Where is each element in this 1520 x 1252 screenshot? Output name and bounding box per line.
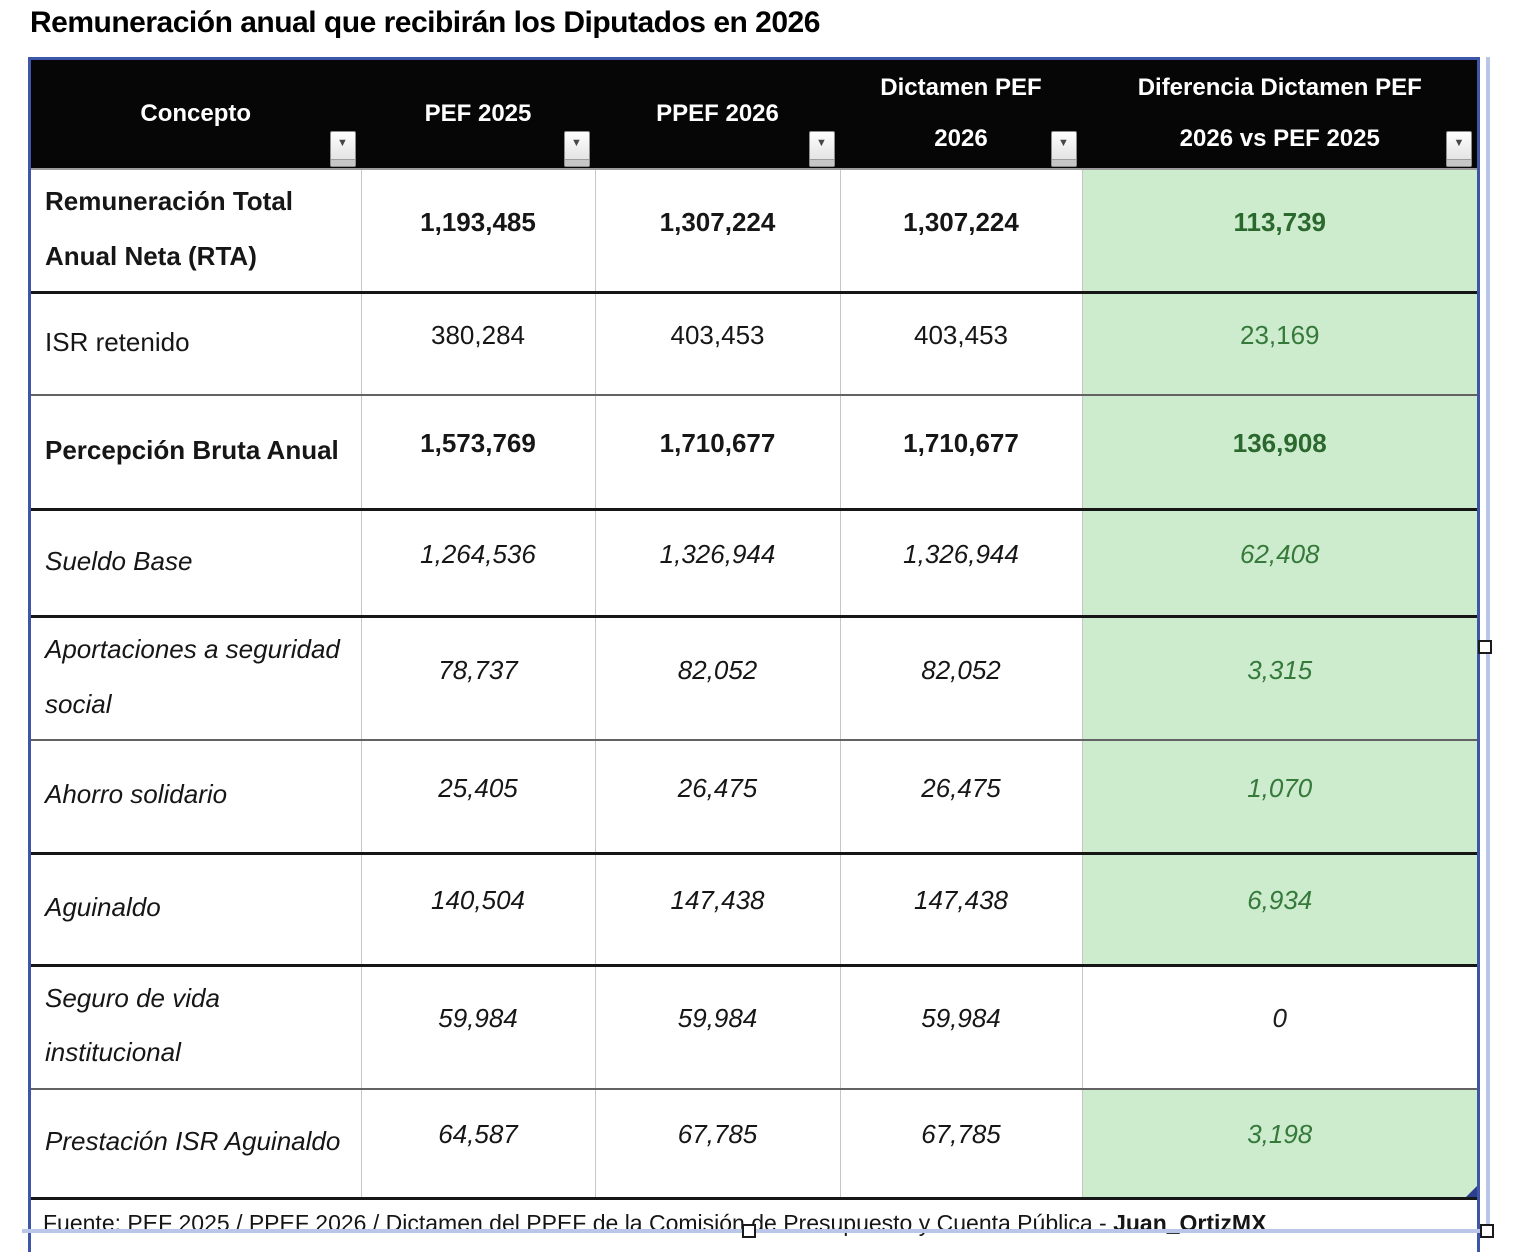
dictamen-cell: 82,052: [839, 616, 1082, 742]
table-row: ISR retenido 380,284 403,453 403,453 23,…: [31, 292, 1477, 396]
table-row: Seguro de vida institucional 59,984 59,9…: [31, 965, 1477, 1091]
cell-corner-marker: [1466, 1185, 1477, 1197]
filter-button-concepto[interactable]: ▼: [329, 131, 356, 167]
pef2025-cell: 78,737: [360, 616, 595, 742]
concept-cell: Seguro de vida institucional: [31, 965, 361, 1091]
diferencia-cell: 23,169: [1081, 292, 1477, 396]
diferencia-cell: 136,908: [1081, 394, 1477, 512]
concept-cell: Aportaciones a seguridad social: [31, 616, 361, 742]
header-cell-concepto: Concepto ▼: [31, 60, 361, 170]
concept-cell: Percepción Bruta Anual: [31, 394, 361, 512]
dictamen-cell: 26,475: [839, 740, 1082, 855]
pef2025-cell: 380,284: [360, 292, 595, 396]
selection-border-bottom: [22, 1229, 1492, 1233]
ppef2026-cell: 59,984: [594, 965, 840, 1091]
filter-arrow-icon: ▼: [1453, 137, 1465, 149]
header-cell-diferencia: Diferencia Dictamen PEF 2026 vs PEF 2025…: [1081, 60, 1477, 170]
table-row: Prestación ISR Aguinaldo 64,587 67,785 6…: [31, 1089, 1477, 1200]
pef2025-cell: 140,504: [360, 853, 595, 967]
filter-button-ppef2026[interactable]: ▼: [808, 131, 835, 167]
dictamen-cell: 67,785: [839, 1089, 1082, 1200]
concept-cell: Sueldo Base: [31, 509, 361, 619]
pef2025-cell: 64,587: [360, 1089, 595, 1200]
filter-button-dictamen[interactable]: ▼: [1050, 131, 1077, 167]
diferencia-cell: 62,408: [1081, 509, 1477, 619]
concept-cell: Prestación ISR Aguinaldo: [31, 1089, 361, 1200]
filter-arrow-icon: ▼: [1058, 137, 1069, 149]
table-row: Sueldo Base 1,264,536 1,326,944 1,326,94…: [31, 509, 1477, 619]
table-row: Ahorro solidario 25,405 26,475 26,475 1,…: [31, 740, 1477, 855]
filter-arrow-icon: ▼: [337, 137, 348, 149]
concept-cell: Aguinaldo: [31, 853, 361, 967]
dictamen-cell: 1,710,677: [839, 394, 1082, 512]
source-note: Fuente: PEF 2025 / PPEF 2026 / Dictamen …: [31, 1198, 1477, 1252]
concept-cell: Ahorro solidario: [31, 740, 361, 855]
ppef2026-cell: 147,438: [594, 853, 840, 967]
ppef2026-cell: 1,326,944: [594, 509, 840, 619]
diferencia-cell: 0: [1081, 965, 1477, 1091]
dictamen-cell: 147,438: [839, 853, 1082, 967]
pef2025-cell: 1,573,769: [360, 394, 595, 512]
selection-handle-bottom-center[interactable]: [742, 1224, 756, 1238]
ppef2026-cell: 1,307,224: [594, 169, 840, 295]
dictamen-cell: 59,984: [839, 965, 1082, 1091]
table-row: Aportaciones a seguridad social 78,737 8…: [31, 616, 1477, 742]
header-row: Concepto ▼ PEF 2025 ▼ PPEF 2026 ▼: [31, 60, 1477, 170]
dictamen-cell: 1,307,224: [839, 169, 1082, 295]
concept-cell: Remuneración Total Anual Neta (RTA): [31, 169, 361, 295]
table-row: Aguinaldo 140,504 147,438 147,438 6,934: [31, 853, 1477, 967]
ppef2026-cell: 67,785: [594, 1089, 840, 1200]
pef2025-cell: 59,984: [360, 965, 595, 1091]
remuneration-table: Concepto ▼ PEF 2025 ▼ PPEF 2026 ▼: [28, 57, 1480, 1252]
pef2025-cell: 1,193,485: [360, 169, 595, 295]
filter-button-diferencia[interactable]: ▼: [1446, 131, 1472, 167]
diferencia-cell: 3,315: [1081, 616, 1477, 742]
header-cell-pef2025: PEF 2025 ▼: [360, 60, 595, 170]
source-row: Fuente: PEF 2025 / PPEF 2026 / Dictamen …: [31, 1198, 1477, 1252]
table-row: Percepción Bruta Anual 1,573,769 1,710,6…: [31, 394, 1477, 512]
filter-arrow-icon: ▼: [816, 137, 827, 149]
filter-button-pef2025[interactable]: ▼: [563, 131, 590, 167]
page-title: Remuneración anual que recibirán los Dip…: [30, 6, 820, 39]
ppef2026-cell: 1,710,677: [594, 394, 840, 512]
ppef2026-cell: 26,475: [594, 740, 840, 855]
pef2025-cell: 25,405: [360, 740, 595, 855]
ppef2026-cell: 403,453: [594, 292, 840, 396]
diferencia-cell: 113,739: [1081, 169, 1477, 295]
dictamen-cell: 1,326,944: [839, 509, 1082, 619]
selection-handle-right[interactable]: [1478, 640, 1492, 654]
diferencia-cell: 6,934: [1081, 853, 1477, 967]
header-cell-ppef2026: PPEF 2026 ▼: [594, 60, 840, 170]
diferencia-cell: 1,070: [1081, 740, 1477, 855]
concept-cell: ISR retenido: [31, 292, 361, 396]
pef2025-cell: 1,264,536: [360, 509, 595, 619]
table-row: Remuneración Total Anual Neta (RTA) 1,19…: [31, 169, 1477, 295]
filter-arrow-icon: ▼: [571, 137, 582, 149]
selection-handle-bottom-right[interactable]: [1480, 1224, 1494, 1238]
diferencia-cell: 3,198: [1081, 1089, 1477, 1200]
header-cell-dictamen: Dictamen PEF 2026 ▼: [839, 60, 1082, 170]
ppef2026-cell: 82,052: [594, 616, 840, 742]
dictamen-cell: 403,453: [839, 292, 1082, 396]
